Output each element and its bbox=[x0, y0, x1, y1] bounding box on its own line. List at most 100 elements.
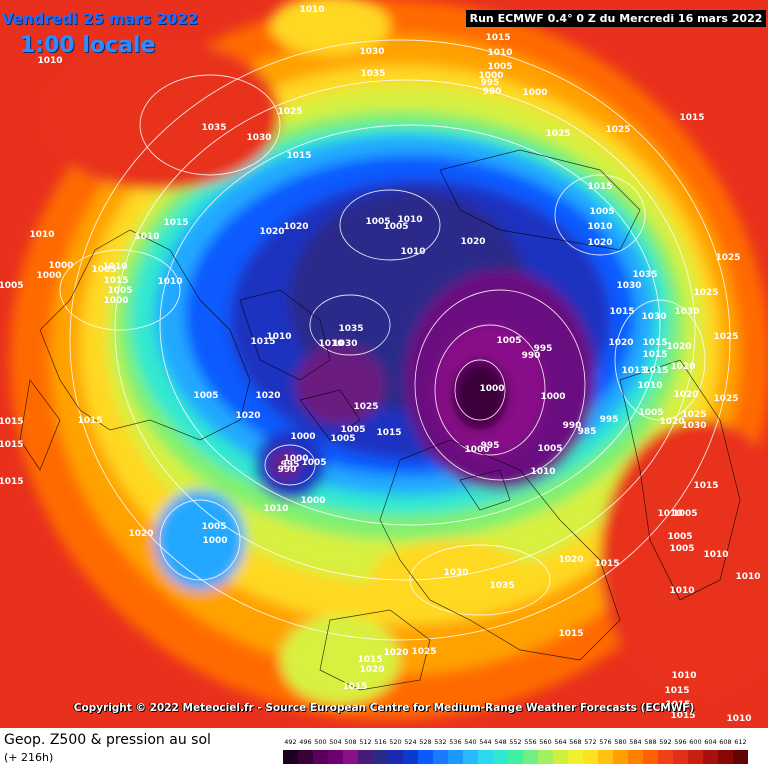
legend-swatch bbox=[718, 750, 733, 764]
legend-swatch bbox=[478, 750, 493, 764]
pressure-label: 1015 bbox=[665, 700, 690, 710]
pressure-label: 1015 bbox=[643, 366, 668, 376]
pressure-label: 1010 bbox=[637, 381, 662, 391]
legend-label: 584 bbox=[629, 738, 642, 746]
pressure-label: 1015 bbox=[376, 428, 401, 438]
lead-time: (+ 216h) bbox=[4, 751, 54, 764]
legend-label: 532 bbox=[434, 738, 447, 746]
pressure-label: 1020 bbox=[259, 227, 284, 237]
forecast-date-title: Vendredi 25 mars 2022 bbox=[2, 10, 199, 28]
pressure-label: 1025 bbox=[277, 107, 302, 117]
legend-label: 564 bbox=[554, 738, 567, 746]
legend-swatch bbox=[343, 750, 358, 764]
pressure-label: 1000 bbox=[48, 261, 73, 271]
pressure-label: 1010 bbox=[266, 332, 291, 342]
pressure-label: 1030 bbox=[616, 281, 641, 291]
pressure-label: 1015 bbox=[679, 113, 704, 123]
legend-swatch bbox=[598, 750, 613, 764]
pressure-label: 1020 bbox=[283, 222, 308, 232]
pressure-label: 990 bbox=[483, 87, 502, 97]
legend-label: 592 bbox=[659, 738, 672, 746]
pressure-label: 1035 bbox=[489, 581, 514, 591]
pressure-label: 1005 bbox=[487, 62, 512, 72]
pressure-label: 1035 bbox=[201, 123, 226, 133]
legend-label: 556 bbox=[524, 738, 537, 746]
pressure-label: 1020 bbox=[460, 237, 485, 247]
legend-label: 524 bbox=[404, 738, 417, 746]
pressure-label: 1025 bbox=[713, 394, 738, 404]
pressure-label: 1015 bbox=[0, 440, 24, 450]
pressure-label: 1005 bbox=[669, 544, 694, 554]
forecast-time-title: 1:00 locale bbox=[20, 33, 156, 58]
legend-swatch bbox=[508, 750, 523, 764]
legend-label: 504 bbox=[329, 738, 342, 746]
legend-label: 508 bbox=[344, 738, 357, 746]
legend-label: 612 bbox=[734, 738, 747, 746]
legend-swatch bbox=[628, 750, 643, 764]
pressure-label: 1015 bbox=[0, 417, 24, 427]
pressure-label: 1025 bbox=[411, 647, 436, 657]
pressure-label: 1015 bbox=[594, 559, 619, 569]
pressure-label: 1025 bbox=[353, 402, 378, 412]
pressure-label: 1010 bbox=[669, 586, 694, 596]
legend-swatch bbox=[493, 750, 508, 764]
legend-label: 496 bbox=[299, 738, 312, 746]
pressure-label: 1005 bbox=[201, 522, 226, 532]
pressure-label: 1005 bbox=[496, 336, 521, 346]
pressure-label: 1010 bbox=[102, 262, 127, 272]
pressure-label: 1025 bbox=[681, 410, 706, 420]
pressure-label: 995 bbox=[600, 415, 619, 425]
legend-swatch bbox=[358, 750, 373, 764]
pressure-label: 1000 bbox=[464, 445, 489, 455]
pressure-label: 1005 bbox=[340, 425, 365, 435]
legend-label: 492 bbox=[284, 738, 297, 746]
pressure-label: 1005 bbox=[638, 408, 663, 418]
pressure-label: 1030 bbox=[332, 339, 357, 349]
legend-swatch bbox=[658, 750, 673, 764]
legend-swatch bbox=[403, 750, 418, 764]
legend-label: 604 bbox=[704, 738, 717, 746]
pressure-label: 1030 bbox=[443, 568, 468, 578]
legend-label: 580 bbox=[614, 738, 627, 746]
pressure-label: 1015 bbox=[670, 711, 695, 721]
pressure-label: 990 bbox=[278, 465, 297, 475]
pressure-label: 1015 bbox=[342, 682, 367, 692]
legend-swatch bbox=[703, 750, 718, 764]
pressure-label: 1020 bbox=[235, 411, 260, 421]
pressure-label: 1005 bbox=[672, 509, 697, 519]
pressure-label: 1005 bbox=[0, 281, 24, 291]
legend-label: 520 bbox=[389, 738, 402, 746]
pressure-label: 1010 bbox=[703, 550, 728, 560]
legend-label: 536 bbox=[449, 738, 462, 746]
pressure-label: 1015 bbox=[609, 307, 634, 317]
pressure-label: 1020 bbox=[670, 362, 695, 372]
legend-label: 600 bbox=[689, 738, 702, 746]
pressure-label: 1010 bbox=[726, 714, 751, 724]
pressure-label: 1030 bbox=[246, 133, 271, 143]
pressure-label: 1025 bbox=[545, 129, 570, 139]
legend-label: 576 bbox=[599, 738, 612, 746]
legend-swatch bbox=[553, 750, 568, 764]
pressure-label: 995 bbox=[481, 78, 500, 88]
pressure-label: 1010 bbox=[587, 222, 612, 232]
legend-label: 572 bbox=[584, 738, 597, 746]
pressure-label: 1015 bbox=[77, 416, 102, 426]
weather-map: 1010 1010 1030 1035 1015 1010 1005 1000 995 990 10… bbox=[0, 0, 768, 728]
pressure-label: 1015 bbox=[587, 182, 612, 192]
legend-label: 608 bbox=[719, 738, 732, 746]
legend-swatch bbox=[373, 750, 388, 764]
legend-swatch bbox=[418, 750, 433, 764]
legend-swatch bbox=[673, 750, 688, 764]
pressure-label: 1020 bbox=[673, 390, 698, 400]
pressure-label: 1010 bbox=[530, 467, 555, 477]
pressure-label: 1010 bbox=[318, 339, 343, 349]
legend-swatch bbox=[613, 750, 628, 764]
pressure-label: 1010 bbox=[671, 671, 696, 681]
pressure-label: 1035 bbox=[338, 324, 363, 334]
pressure-label: 1025 bbox=[713, 332, 738, 342]
pressure-label: 1020 bbox=[558, 555, 583, 565]
legend-label: 540 bbox=[464, 738, 477, 746]
legend-swatch bbox=[688, 750, 703, 764]
pressure-label: 1010 bbox=[735, 572, 760, 582]
